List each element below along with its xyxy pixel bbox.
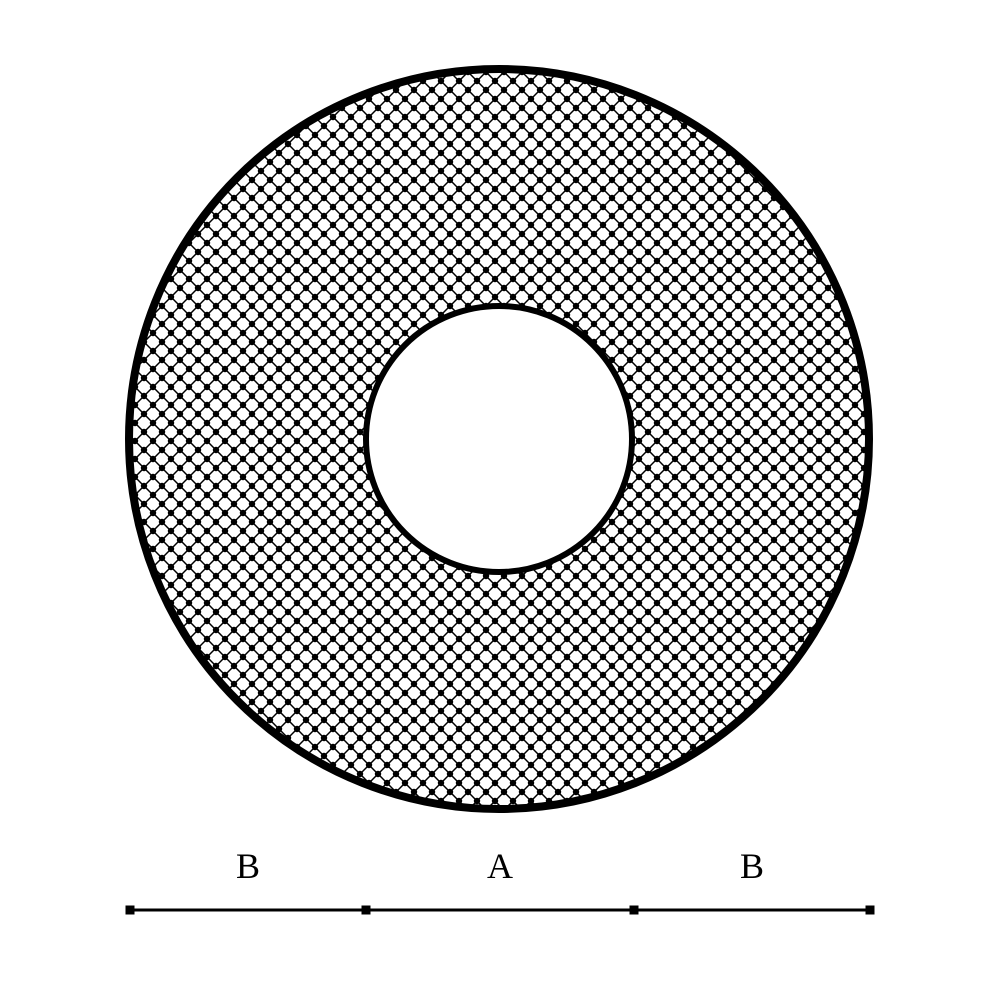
- dimension-label: B: [236, 846, 260, 886]
- dimension-tick: [362, 906, 371, 915]
- dimension-tick: [866, 906, 875, 915]
- washer-cross-section-diagram: BAB: [0, 0, 1000, 1000]
- dimension-label: B: [740, 846, 764, 886]
- dimension-tick: [126, 906, 135, 915]
- dimension-label: A: [487, 846, 513, 886]
- dimension-tick: [630, 906, 639, 915]
